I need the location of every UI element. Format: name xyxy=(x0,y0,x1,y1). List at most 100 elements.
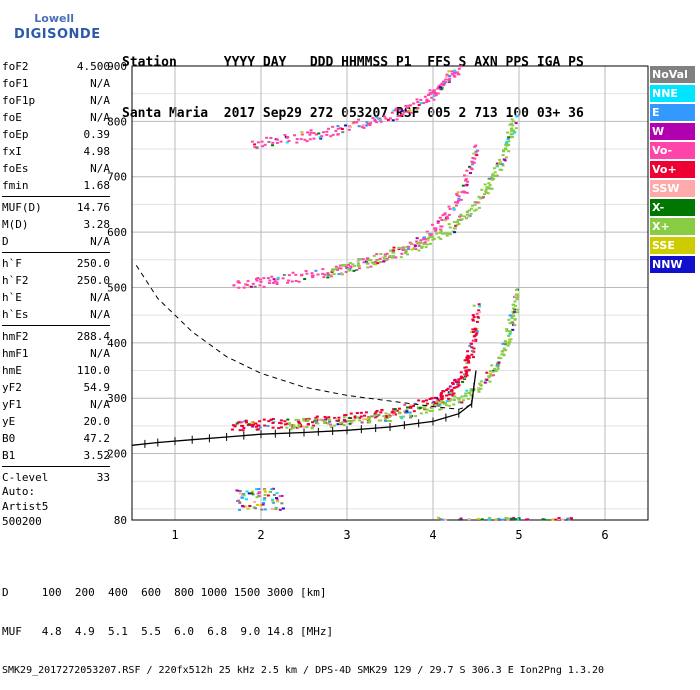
echo-point xyxy=(336,268,340,271)
echo-point xyxy=(455,223,459,226)
param-row: h`E N/A xyxy=(2,289,110,306)
x-tick-label: 2 xyxy=(257,528,264,542)
echo-point xyxy=(397,246,401,249)
echo-point xyxy=(322,276,326,279)
echo-point xyxy=(303,138,307,141)
low-echo-point xyxy=(263,493,267,496)
echo-point xyxy=(299,425,303,428)
echo-point xyxy=(472,316,476,319)
echo-point xyxy=(431,91,435,94)
echo-point xyxy=(443,212,447,215)
echo-point xyxy=(326,422,330,425)
param-name: h`E xyxy=(2,291,22,304)
echo-point xyxy=(477,201,481,204)
echo-point xyxy=(384,414,388,417)
echo-point xyxy=(433,92,437,95)
echo-point xyxy=(487,182,491,185)
echo-point xyxy=(351,263,355,266)
echo-point xyxy=(435,402,439,405)
echo-point xyxy=(313,419,317,422)
echo-point xyxy=(258,284,262,287)
echo-point xyxy=(425,243,429,246)
echo-point xyxy=(236,280,240,283)
noise-point xyxy=(444,518,448,521)
echo-point xyxy=(410,248,414,251)
echo-point xyxy=(461,399,465,402)
low-echo-point xyxy=(247,492,251,495)
footer-muf-row: MUF 4.8 4.9 5.1 5.5 6.0 6.8 9.0 14.8 [MH… xyxy=(2,625,334,638)
echo-point xyxy=(416,107,420,110)
echo-point xyxy=(383,255,387,258)
noise-point xyxy=(458,518,462,521)
echo-point xyxy=(275,283,279,286)
param-value: 33 xyxy=(96,471,110,484)
echo-point xyxy=(451,70,455,73)
echo-point xyxy=(510,314,514,317)
echo-point xyxy=(447,70,451,73)
echo-point xyxy=(516,308,520,311)
noise-point xyxy=(440,518,444,521)
echo-point xyxy=(261,145,265,148)
echo-point xyxy=(329,423,333,426)
echo-point xyxy=(345,266,349,269)
echo-point xyxy=(253,143,257,146)
echo-point xyxy=(473,209,477,212)
echo-point xyxy=(492,177,496,180)
echo-point xyxy=(503,159,507,162)
low-echo-point xyxy=(240,494,244,497)
echo-point xyxy=(503,340,507,343)
echo-point xyxy=(463,375,467,378)
echo-point xyxy=(445,215,449,218)
noise-point xyxy=(526,518,530,521)
echo-point xyxy=(513,311,517,314)
echo-point xyxy=(514,127,518,130)
echo-point xyxy=(487,186,491,189)
echo-point xyxy=(388,414,392,417)
echo-point xyxy=(508,314,512,317)
echo-point xyxy=(396,115,400,118)
echo-point xyxy=(281,277,285,280)
y-tick-label: 400 xyxy=(107,337,127,350)
echo-point xyxy=(438,84,442,87)
echo-point xyxy=(306,418,310,421)
echo-point xyxy=(433,396,437,399)
echo-point xyxy=(295,138,299,141)
echo-point xyxy=(310,272,314,275)
echo-point xyxy=(428,409,432,412)
echo-point xyxy=(456,199,460,202)
echo-point xyxy=(478,311,482,314)
echo-point xyxy=(509,338,513,341)
echo-point xyxy=(308,133,312,136)
echo-point xyxy=(515,311,519,314)
echo-point xyxy=(464,217,468,220)
echo-point xyxy=(335,418,339,421)
echo-point xyxy=(278,421,282,424)
param-value: N/A xyxy=(90,162,110,175)
x-tick-label: 3 xyxy=(343,528,350,542)
echo-point xyxy=(394,413,398,416)
echo-point xyxy=(448,226,452,229)
echo-point xyxy=(237,421,241,424)
echo-point xyxy=(448,77,452,80)
echo-point xyxy=(334,129,338,132)
echo-point xyxy=(430,96,434,99)
echo-point xyxy=(329,275,333,278)
legend-item-noval: NoVal xyxy=(650,66,695,83)
echo-point xyxy=(373,120,377,123)
echo-point xyxy=(440,225,444,228)
echo-point xyxy=(497,361,501,364)
param-value: 3.52 xyxy=(83,449,111,462)
echo-point xyxy=(331,269,335,272)
echo-point xyxy=(297,280,301,283)
echo-point xyxy=(275,281,279,284)
echo-point xyxy=(453,75,457,78)
echo-point xyxy=(465,389,469,392)
echo-point xyxy=(471,330,475,333)
echo-point xyxy=(456,381,460,384)
echo-point xyxy=(500,163,504,166)
echo-point xyxy=(368,419,372,422)
echo-point xyxy=(286,418,290,421)
param-name: hmF1 xyxy=(2,347,29,360)
echo-point xyxy=(368,421,372,424)
echo-point xyxy=(275,138,279,141)
